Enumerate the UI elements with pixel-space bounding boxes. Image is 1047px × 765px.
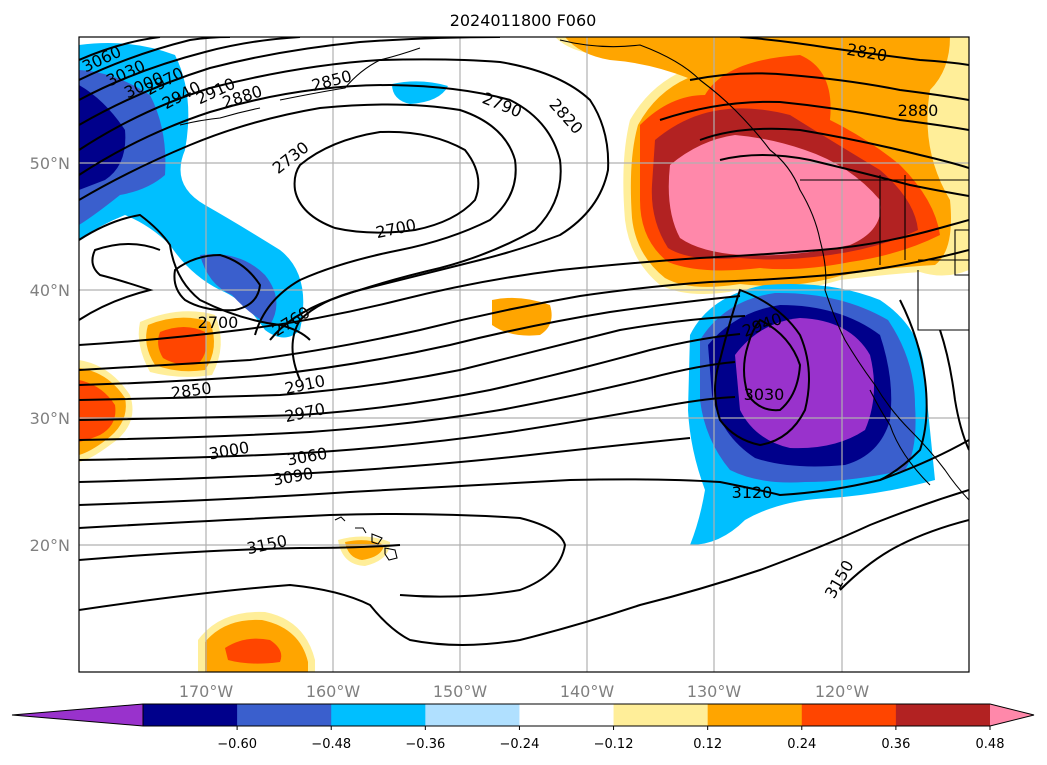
latitude-labels: 50°N 40°N 30°N 20°N [30, 154, 70, 555]
colorbar-block [895, 704, 991, 726]
colorbar-extend-low [12, 704, 143, 726]
colorbar-block [707, 704, 803, 726]
colorbar-tick-label: −0.24 [500, 737, 540, 752]
shade-negative-060-d [735, 318, 874, 449]
contour-label: 2880 [898, 101, 939, 120]
shade-negative-048 [79, 85, 126, 190]
lon-label-160w: 160°W [306, 682, 361, 701]
colorbar-tick-label: 0.48 [976, 737, 1005, 752]
lat-label-20n: 20°N [30, 536, 70, 555]
colorbar-tick-label: −0.60 [217, 737, 257, 752]
colorbar-block [331, 704, 426, 726]
contour-label: 2700 [198, 313, 239, 332]
colorbar-tick-label: −0.48 [311, 737, 351, 752]
map-area [79, 37, 969, 672]
colorbar-block [801, 704, 897, 726]
colorbar-block [613, 704, 709, 726]
lat-label-50n: 50°N [30, 154, 70, 173]
colorbar-tick-label: −0.36 [405, 737, 445, 752]
colorbar-block [143, 704, 238, 726]
lon-label-140w: 140°W [560, 682, 615, 701]
colorbar-tick-label: 0.36 [881, 737, 910, 752]
lon-label-120w: 120°W [815, 682, 870, 701]
lon-label-170w: 170°W [179, 682, 234, 701]
map-frame [78, 36, 970, 673]
colorbar-block [237, 704, 332, 726]
colorbar-block [519, 704, 615, 726]
colorbar-tick-label: 0.24 [787, 737, 816, 752]
shaded-anomalies [79, 37, 969, 672]
colorbar: −0.60 −0.48 −0.36 −0.24 −0.12 0.12 0.24 0.36 0.4… [11, 703, 1035, 752]
contour-label: 3120 [732, 483, 773, 502]
contour-label: 3030 [744, 385, 785, 404]
colorbar-block [425, 704, 520, 726]
colorbar-tick-label: −0.12 [594, 737, 634, 752]
colorbar-outline [11, 703, 1035, 727]
longitude-labels: 170°W 160°W 150°W 140°W 130°W 120°W [179, 682, 870, 701]
colorbar-blocks [12, 704, 1034, 726]
shade-positive-036-f [79, 380, 116, 442]
lon-label-150w: 150°W [433, 682, 488, 701]
colorbar-extend-high [990, 704, 1034, 726]
colorbar-ticks: −0.60 −0.48 −0.36 −0.24 −0.12 0.12 0.24 0.36 0.4… [217, 726, 1005, 752]
map-title: 2024011800 F060 [450, 11, 597, 30]
lon-label-130w: 130°W [687, 682, 742, 701]
height-contours [79, 37, 969, 646]
lat-label-30n: 30°N [30, 409, 70, 428]
coastlines [179, 39, 969, 561]
shade-positive-036-e [158, 327, 207, 365]
shade-positive-036-i [225, 638, 282, 664]
colorbar-tick-label: 0.12 [693, 737, 722, 752]
lat-label-40n: 40°N [30, 281, 70, 300]
